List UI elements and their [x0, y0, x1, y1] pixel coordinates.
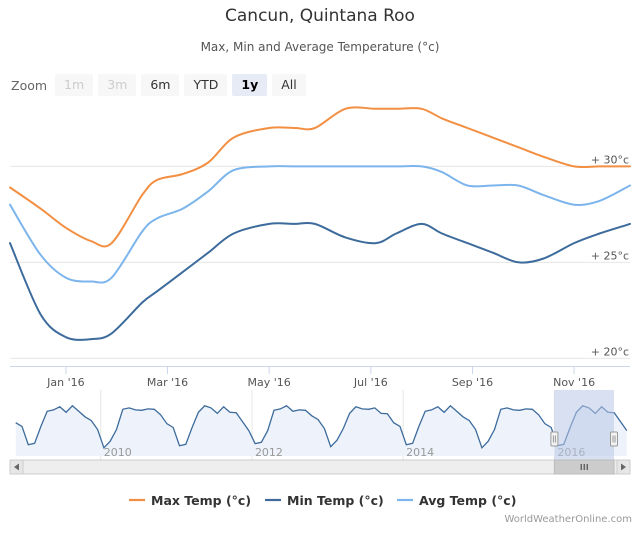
navigator-area	[15, 405, 627, 456]
navigator-year-label: 2014	[406, 446, 434, 459]
x-tick-label: Sep '16	[452, 376, 493, 389]
zoom-1y-button[interactable]: 1y	[232, 74, 268, 96]
zoom-1m-button[interactable]: 1m	[55, 74, 94, 96]
chart-legend: Max Temp (°c) Min Temp (°c) Avg Temp (°c…	[129, 493, 516, 508]
credit-text: WorldWeatherOnline.com	[504, 514, 632, 525]
legend-label-avg: Avg Temp (°c)	[419, 493, 516, 508]
max-temp-line[interactable]	[9, 106, 631, 248]
legend-label-max: Max Temp (°c)	[151, 493, 251, 508]
zoom-6m-button[interactable]: 6m	[141, 74, 180, 96]
navigator-year-label: 2010	[104, 446, 132, 459]
navigator-year-label: 2012	[255, 446, 283, 459]
min-temp-line[interactable]	[9, 221, 631, 341]
y-tick-label: + 30°c	[591, 153, 629, 166]
scrollbar-track[interactable]	[9, 459, 631, 475]
x-tick-label: May '16	[248, 376, 291, 389]
chart-subtitle: Max, Min and Average Temperature (°c)	[200, 40, 440, 54]
navigator-left-handle[interactable]	[550, 431, 559, 447]
navigator[interactable]: 2010201220142016	[10, 390, 630, 460]
scrollbar[interactable]	[9, 459, 631, 475]
grip-icon	[580, 464, 588, 470]
x-tick-label: Jan '16	[46, 376, 84, 389]
x-tick-label: Nov '16	[553, 376, 595, 389]
navigator-selected-range[interactable]	[554, 390, 614, 460]
zoom-ytd-button[interactable]: YTD	[184, 74, 228, 96]
scrollbar-thumb[interactable]	[553, 459, 615, 475]
x-tick-label: Mar '16	[147, 376, 188, 389]
arrow-left-icon	[14, 463, 19, 471]
zoom-3m-button[interactable]: 3m	[98, 74, 137, 96]
y-tick-label: + 20°c	[591, 345, 629, 358]
zoom-label: Zoom	[11, 77, 48, 93]
navigator-series	[15, 404, 628, 450]
y-axis: + 20°c + 25°c + 30°c	[591, 153, 629, 358]
legend-item-avg[interactable]: Avg Temp (°c)	[397, 493, 516, 508]
plot-series	[9, 106, 631, 341]
y-tick-label: + 25°c	[591, 249, 629, 262]
plot-grid	[10, 165, 630, 359]
avg-temp-line[interactable]	[9, 164, 631, 284]
legend-item-min[interactable]: Min Temp (°c)	[265, 493, 384, 508]
legend-label-min: Min Temp (°c)	[287, 493, 384, 508]
zoom-controls: Zoom 1m 3m 6m YTD 1y All	[11, 74, 311, 96]
legend-item-max[interactable]: Max Temp (°c)	[129, 493, 251, 508]
chart-title: Cancun, Quintana Roo	[225, 6, 415, 26]
navigator-right-handle[interactable]	[610, 431, 618, 447]
zoom-all-button[interactable]: All	[272, 74, 306, 96]
x-tick-label: Jul '16	[353, 376, 388, 389]
x-axis: Jan '16 Mar '16 May '16 Jul '16 Sep '16 Nov '…	[10, 366, 630, 389]
arrow-right-icon	[621, 463, 626, 471]
